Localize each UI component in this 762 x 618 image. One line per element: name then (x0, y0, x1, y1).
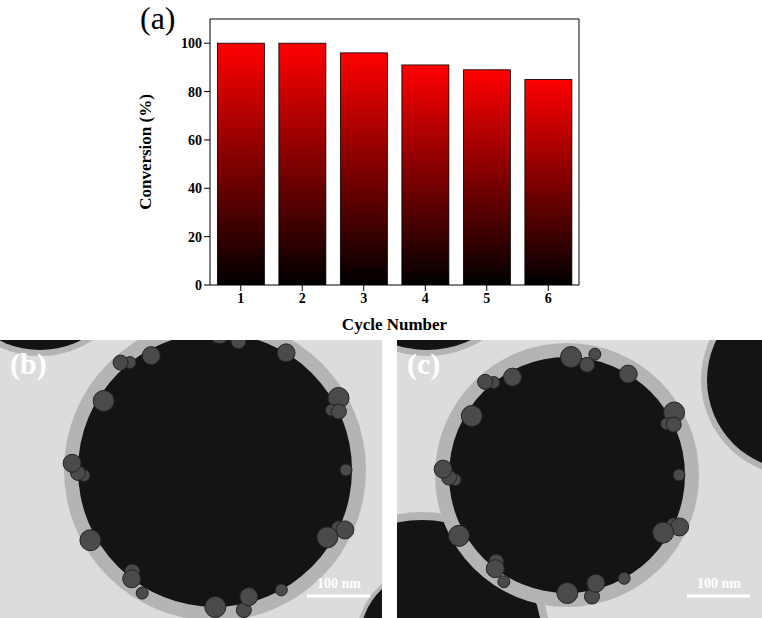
svg-text:100 nm: 100 nm (697, 576, 741, 591)
svg-text:80: 80 (188, 85, 202, 100)
svg-text:5: 5 (483, 291, 490, 306)
svg-text:(c): (c) (407, 347, 440, 381)
svg-text:40: 40 (188, 181, 202, 196)
svg-text:100: 100 (181, 36, 202, 51)
html-text:(a): (a) (140, 0, 176, 36)
svg-text:4: 4 (422, 291, 429, 306)
svg-text:1: 1 (237, 291, 244, 306)
svg-text:20: 20 (188, 230, 202, 245)
svg-text:60: 60 (188, 133, 202, 148)
svg-text:6: 6 (545, 291, 552, 306)
svg-text:2: 2 (299, 291, 306, 306)
svg-text:0: 0 (195, 278, 202, 293)
svg-text:3: 3 (360, 291, 367, 306)
svg-text:Conversion (%): Conversion (%) (136, 94, 155, 210)
svg-text:100 nm: 100 nm (317, 576, 361, 591)
svg-text:Cycle Number: Cycle Number (342, 315, 448, 334)
svg-text:(b): (b) (10, 347, 47, 381)
